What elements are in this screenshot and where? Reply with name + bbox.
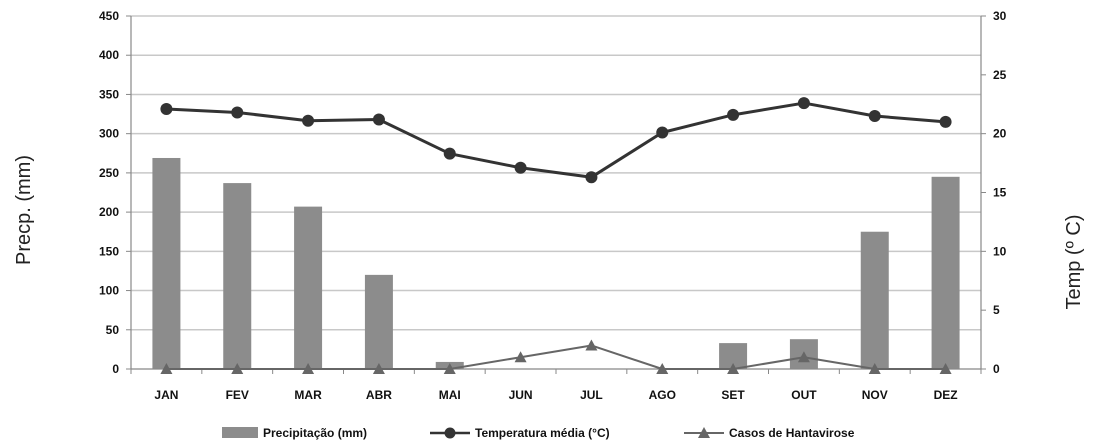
legend-label-hantavirus: Casos de Hantavirose	[729, 426, 855, 440]
y-axis-title: Precp. (mm)	[13, 155, 35, 265]
legend-label-temperature: Temperatura média (°C)	[475, 426, 610, 440]
precipitation-bars	[152, 157, 960, 369]
y-tick-label: 400	[99, 48, 119, 62]
hantavirus-point	[160, 363, 173, 374]
y-tick-label: 450	[99, 9, 119, 23]
precipitation-bar	[931, 176, 960, 369]
hantavirus-point	[656, 363, 669, 374]
y-tick-label: 300	[99, 127, 119, 141]
y2-tick-label: 25	[993, 68, 1007, 82]
hantavirus-point	[302, 363, 315, 374]
x-tick-label: MAR	[294, 388, 322, 402]
hantavirus-line	[166, 344, 946, 370]
temperature-point	[514, 161, 527, 174]
x-tick-label: JAN	[154, 388, 178, 402]
temperature-point	[160, 102, 173, 115]
temperature-point	[443, 147, 456, 160]
temperature-point	[727, 108, 740, 121]
legend-swatch-precipitation	[222, 427, 258, 438]
legend-marker-hantavirus	[698, 427, 710, 438]
x-tick-label: JUL	[580, 388, 603, 402]
precipitation-bar	[364, 274, 393, 369]
y2-tick-label: 30	[993, 9, 1007, 23]
temperature-point	[231, 106, 244, 119]
y-tick-label: 200	[99, 205, 119, 219]
hantavirus-point	[585, 339, 598, 351]
y2-tick-label: 20	[993, 127, 1007, 141]
temperature-point	[585, 171, 598, 184]
axes	[126, 15, 986, 374]
hantavirus-point	[443, 363, 456, 374]
y2-tick-label: 5	[993, 303, 1000, 317]
x-tick-label: FEV	[226, 388, 249, 402]
x-tick-label: NOV	[862, 388, 888, 402]
x-tick-label: ABR	[366, 388, 392, 402]
x-tick-label: MAI	[439, 388, 461, 402]
y2-tick-label: 15	[993, 186, 1007, 200]
temperature-point	[868, 110, 881, 123]
temperature-point	[372, 113, 385, 126]
y-tick-label: 50	[106, 323, 120, 337]
hantavirus-point	[797, 351, 810, 363]
y2-tick-label: 10	[993, 244, 1007, 258]
y-tick-label: 0	[112, 362, 119, 376]
hantavirus-point	[231, 363, 244, 374]
y-tick-label: 100	[99, 284, 119, 298]
y-tick-label: 350	[99, 87, 119, 101]
x-tick-label: SET	[721, 388, 745, 402]
precipitation-bar	[860, 231, 889, 369]
tick-labels: 0 50 100 150 200 250 300 350 400 450 0 5 10 15 20 25 30 J…	[99, 9, 1007, 402]
legend-label-precipitation: Precipitação (mm)	[263, 426, 367, 440]
hantavirus-point	[868, 363, 881, 374]
hantavirus-point	[727, 363, 740, 374]
hantavirus-point	[939, 363, 952, 374]
hantavirus-point	[514, 351, 527, 363]
precipitation-bar	[294, 206, 323, 369]
y2-tick-label: 0	[993, 362, 1000, 376]
precipitation-bar	[223, 183, 252, 369]
x-tick-label: OUT	[791, 388, 817, 402]
temperature-line	[166, 101, 946, 179]
temperature-point	[939, 115, 952, 128]
x-tick-label: DEZ	[934, 388, 958, 402]
y2-axis-title: Temp (º C)	[1063, 214, 1085, 309]
x-tick-label: AGO	[649, 388, 676, 402]
temperature-point	[656, 126, 669, 139]
temperature-point	[302, 114, 315, 127]
hantavirus-point	[372, 363, 385, 374]
series-lines	[160, 97, 952, 374]
legend: Precipitação (mm) Temperatura média (°C) C…	[222, 426, 855, 440]
y-tick-label: 150	[99, 244, 119, 258]
x-tick-label: JUN	[509, 388, 533, 402]
legend-marker-temperature	[444, 427, 456, 439]
precipitation-bar	[152, 157, 181, 369]
y-tick-label: 250	[99, 166, 119, 180]
temperature-point	[797, 97, 810, 110]
